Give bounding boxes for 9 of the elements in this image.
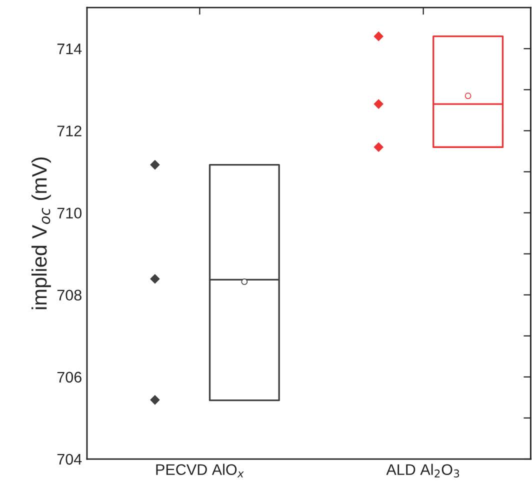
y-tick-label: 710 (57, 208, 82, 218)
y-tick-label: 708 (57, 290, 82, 301)
y-axis-title: implied V$_{oc}$ (mV) (31, 157, 51, 310)
y-tick-label: 704 (57, 454, 82, 465)
y-tick-label: 706 (57, 372, 82, 383)
y-tick-label: 712 (57, 126, 82, 136)
y-tick-label: 714 (57, 44, 82, 54)
x-tick-label: PECVD AlO$_{x}$ (156, 464, 244, 478)
x-tick-label: ALD Al$_{2}$O$_{3}$ (386, 464, 460, 478)
